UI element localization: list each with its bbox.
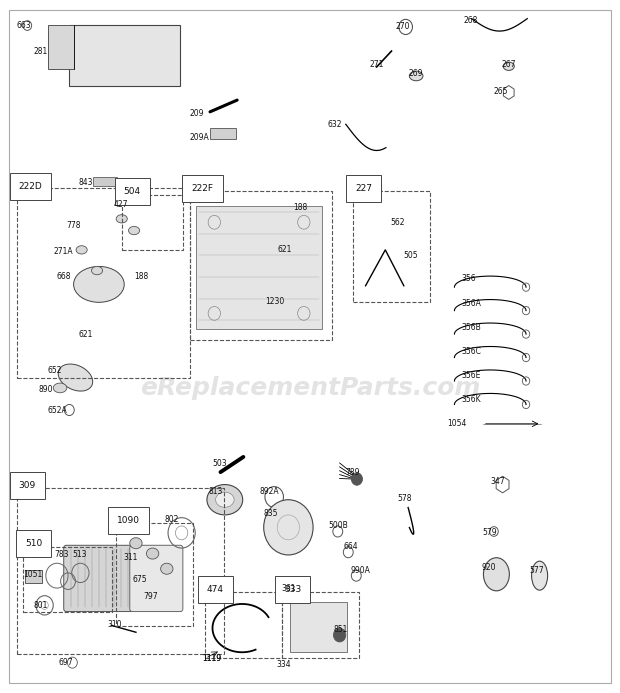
Text: 513: 513 (73, 550, 87, 559)
Bar (196, 207, 322, 329)
Text: 1051: 1051 (24, 570, 43, 579)
Text: 578: 578 (397, 494, 412, 503)
Ellipse shape (116, 215, 127, 223)
Ellipse shape (531, 561, 547, 590)
Text: 621: 621 (278, 245, 292, 254)
Text: 271A: 271A (54, 247, 74, 256)
Ellipse shape (128, 227, 140, 235)
Text: 474: 474 (207, 585, 224, 594)
Ellipse shape (146, 548, 159, 559)
Text: 311: 311 (123, 552, 138, 561)
Text: 356E: 356E (461, 371, 480, 380)
Text: 281: 281 (33, 46, 48, 55)
Text: 267: 267 (502, 60, 516, 69)
Text: 356B: 356B (461, 323, 481, 332)
Ellipse shape (76, 246, 87, 254)
Text: 334: 334 (276, 660, 291, 669)
Polygon shape (69, 25, 180, 86)
Text: 1119: 1119 (202, 654, 221, 663)
Text: 801: 801 (33, 601, 48, 610)
Text: 310: 310 (107, 620, 122, 629)
Text: 268: 268 (463, 16, 477, 25)
Ellipse shape (92, 266, 103, 274)
Text: 697: 697 (58, 658, 73, 667)
Text: 188: 188 (134, 272, 148, 281)
Ellipse shape (503, 62, 515, 71)
Text: 209: 209 (190, 109, 204, 118)
Ellipse shape (130, 538, 142, 549)
Text: 920: 920 (482, 563, 496, 572)
Text: 621: 621 (79, 330, 93, 339)
Text: 1054: 1054 (447, 419, 466, 428)
Ellipse shape (264, 500, 313, 555)
Text: 510: 510 (25, 539, 42, 548)
Text: 843: 843 (79, 177, 93, 186)
Text: 802: 802 (165, 515, 179, 523)
Text: 579: 579 (483, 528, 497, 537)
Text: 427: 427 (113, 200, 128, 209)
Text: 990A: 990A (350, 566, 370, 575)
Text: 361: 361 (281, 584, 296, 593)
Text: 668: 668 (57, 272, 71, 281)
Ellipse shape (216, 492, 234, 507)
FancyBboxPatch shape (64, 545, 133, 611)
Text: 1119: 1119 (202, 654, 221, 663)
Text: 813: 813 (208, 487, 223, 496)
Text: 783: 783 (54, 550, 68, 559)
Text: 265: 265 (494, 87, 508, 96)
Text: 347: 347 (490, 477, 505, 486)
Text: 356A: 356A (461, 299, 481, 308)
Text: 652A: 652A (48, 405, 68, 414)
Ellipse shape (484, 558, 510, 591)
Bar (290, 602, 347, 651)
Ellipse shape (74, 266, 124, 302)
Ellipse shape (207, 484, 242, 515)
Text: 222F: 222F (192, 184, 213, 193)
Text: 664: 664 (344, 542, 358, 551)
Text: 1090: 1090 (117, 516, 140, 525)
Text: 269: 269 (409, 69, 423, 78)
Text: 778: 778 (66, 221, 81, 230)
Text: 1230: 1230 (265, 297, 285, 306)
Text: 577: 577 (529, 566, 544, 575)
Text: 270: 270 (395, 22, 410, 31)
Circle shape (334, 628, 346, 642)
Text: 835: 835 (264, 509, 278, 518)
Text: 271: 271 (370, 60, 384, 69)
FancyBboxPatch shape (130, 545, 183, 611)
Text: 209A: 209A (190, 133, 210, 142)
Text: 505: 505 (404, 251, 418, 260)
Text: 504: 504 (123, 187, 141, 196)
Text: 632: 632 (327, 120, 342, 129)
Bar (210, 128, 236, 139)
Text: 851: 851 (334, 625, 348, 634)
Text: 503: 503 (213, 459, 227, 468)
Text: 789: 789 (346, 468, 360, 477)
Ellipse shape (409, 71, 423, 81)
Text: 797: 797 (143, 592, 158, 601)
Ellipse shape (58, 364, 93, 391)
Text: 222D: 222D (19, 182, 42, 191)
Bar (25, 570, 42, 583)
Bar (93, 177, 117, 186)
Text: 188: 188 (293, 202, 307, 211)
Text: 663: 663 (17, 21, 32, 30)
Text: eReplacementParts.com: eReplacementParts.com (140, 376, 480, 400)
Text: 356: 356 (461, 274, 476, 283)
Ellipse shape (161, 563, 173, 574)
Text: 309: 309 (19, 481, 36, 490)
Text: 356C: 356C (461, 346, 481, 356)
Text: 892A: 892A (259, 487, 279, 496)
Text: 562: 562 (390, 218, 405, 227)
Text: 675: 675 (132, 575, 147, 584)
Polygon shape (48, 25, 74, 69)
Text: 356K: 356K (461, 395, 481, 404)
Circle shape (352, 473, 363, 485)
Text: 227: 227 (355, 184, 372, 193)
Text: 652: 652 (48, 366, 62, 375)
Text: 500B: 500B (329, 521, 348, 530)
Ellipse shape (53, 383, 67, 393)
Text: 333: 333 (284, 585, 301, 594)
Text: 890: 890 (38, 385, 53, 394)
